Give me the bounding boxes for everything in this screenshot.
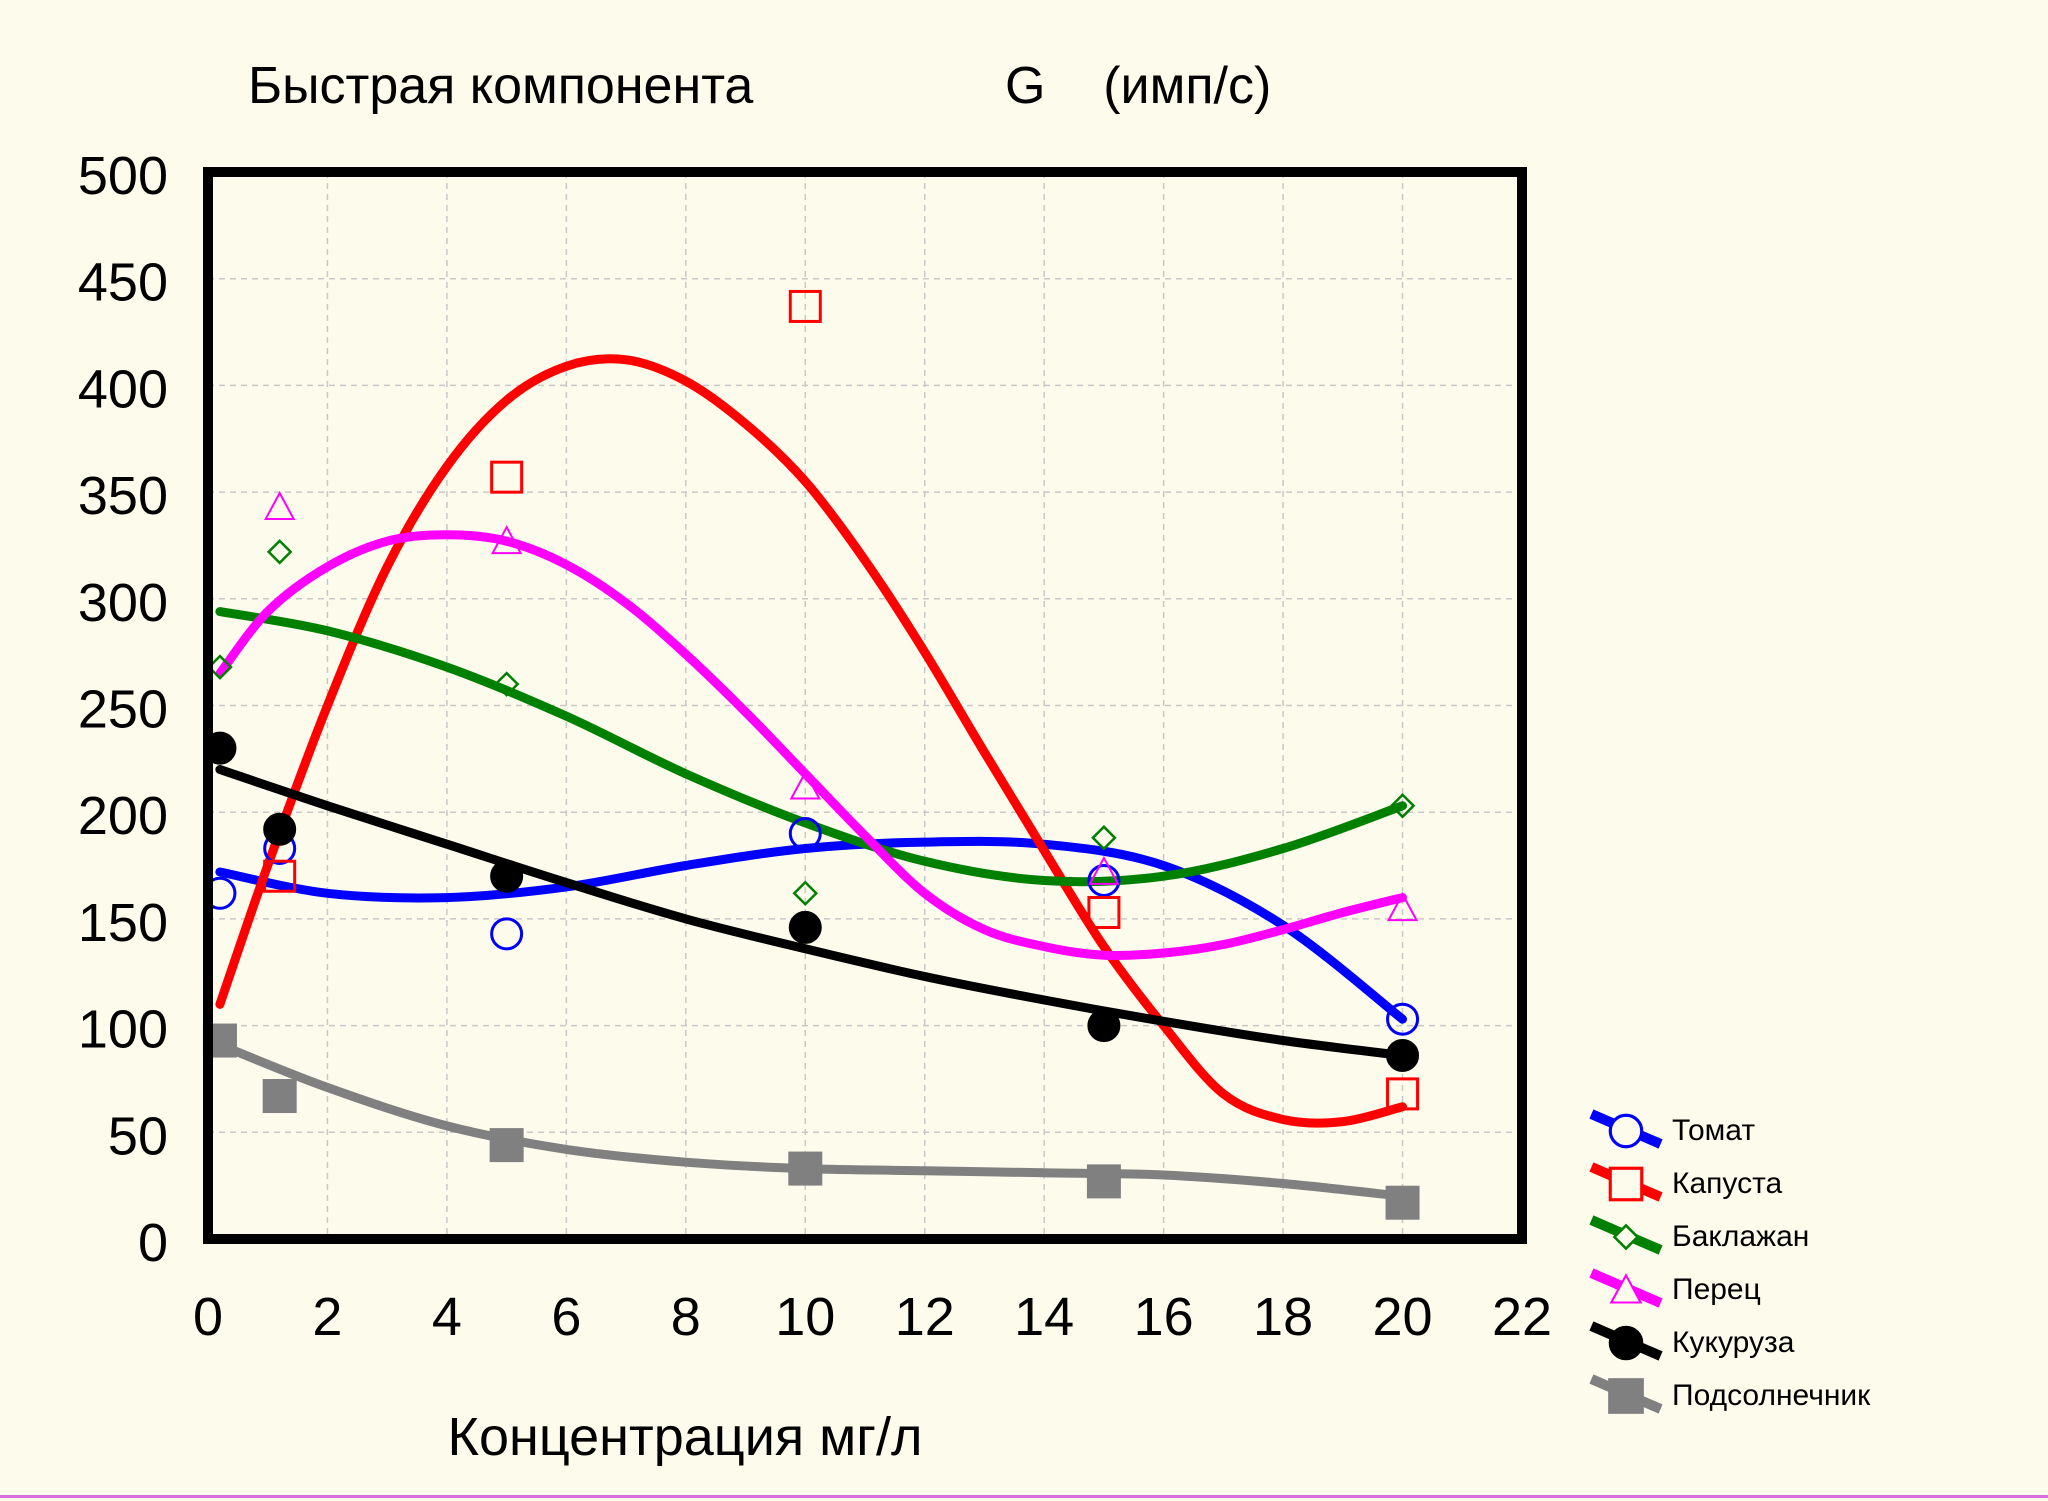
data-point bbox=[263, 812, 297, 846]
plot-frame bbox=[203, 167, 1527, 1244]
data-point bbox=[1087, 895, 1121, 929]
y-tick-label: 400 bbox=[78, 359, 168, 419]
fit-curve-3 bbox=[215, 530, 1407, 961]
fit-curve-4 bbox=[215, 765, 1407, 1060]
data-point bbox=[1091, 825, 1117, 851]
x-axis-label: Концентрация мг/л bbox=[448, 1407, 923, 1467]
data-point bbox=[1385, 1185, 1420, 1220]
y-tick-label: 500 bbox=[78, 146, 168, 206]
x-tick-label: 10 bbox=[775, 1287, 835, 1347]
y-tick-label: 50 bbox=[108, 1106, 168, 1166]
legend-label: Томат bbox=[1672, 1114, 1755, 1147]
x-axis-ticks: 0 2 4 6 8 10 12 14 16 18 20 22 bbox=[193, 1287, 1552, 1347]
legend-label: Подсолнечник bbox=[1672, 1379, 1871, 1412]
legend-marker bbox=[1608, 1325, 1644, 1361]
x-tick-label: 18 bbox=[1253, 1287, 1313, 1347]
data-point bbox=[490, 460, 524, 494]
data-point bbox=[262, 1079, 297, 1114]
legend: Томат Капуста Баклажан Перец Кукуруза Подсолн… bbox=[1589, 1109, 1871, 1414]
bottom-divider bbox=[0, 1495, 2048, 1498]
data-point bbox=[789, 770, 821, 800]
legend-label: Баклажан bbox=[1672, 1220, 1809, 1253]
data-point bbox=[1389, 793, 1416, 819]
data-point bbox=[1386, 892, 1419, 922]
chart-subtitle: G (имп/с) bbox=[1005, 57, 1271, 115]
y-tick-label: 150 bbox=[78, 893, 168, 953]
data-point bbox=[788, 289, 822, 323]
y-tick-label: 250 bbox=[78, 680, 168, 740]
y-axis-ticks: 0 50 100 150 200 250 300 350 400 450 500 bbox=[78, 146, 168, 1273]
legend-marker bbox=[1612, 1223, 1640, 1251]
y-tick-label: 200 bbox=[78, 786, 168, 846]
data-point bbox=[1087, 863, 1121, 897]
data-point bbox=[1386, 1002, 1420, 1036]
legend-label: Кукуруза bbox=[1672, 1326, 1795, 1359]
data-point bbox=[788, 817, 822, 851]
data-point bbox=[490, 859, 524, 893]
fit-curves bbox=[215, 354, 1407, 1201]
legend-label: Капуста bbox=[1672, 1167, 1782, 1200]
data-point bbox=[489, 1128, 524, 1163]
y-tick-label: 100 bbox=[78, 1000, 168, 1060]
plot-grid bbox=[208, 172, 1522, 1239]
legend-marker bbox=[1609, 1273, 1643, 1304]
y-tick-label: 450 bbox=[78, 253, 168, 313]
legend-label: Перец bbox=[1672, 1273, 1761, 1306]
x-tick-label: 20 bbox=[1373, 1287, 1433, 1347]
x-tick-label: 8 bbox=[671, 1287, 701, 1347]
data-point bbox=[1386, 1038, 1420, 1072]
legend-marker bbox=[1608, 1378, 1644, 1414]
fit-curve-1 bbox=[215, 354, 1407, 1128]
data-point bbox=[266, 539, 293, 565]
x-tick-label: 22 bbox=[1492, 1287, 1552, 1347]
x-tick-label: 6 bbox=[551, 1287, 581, 1347]
x-tick-label: 14 bbox=[1014, 1287, 1074, 1347]
data-point bbox=[490, 525, 523, 555]
x-tick-label: 16 bbox=[1134, 1287, 1194, 1347]
x-tick-label: 12 bbox=[895, 1287, 955, 1347]
data-point bbox=[263, 490, 296, 520]
data-point bbox=[263, 859, 297, 893]
y-tick-label: 0 bbox=[138, 1213, 168, 1273]
data-point bbox=[493, 671, 520, 697]
chart-title: Быстрая компонента bbox=[248, 57, 753, 115]
legend-marker bbox=[1608, 1166, 1644, 1202]
data-point bbox=[788, 910, 822, 944]
x-tick-label: 0 bbox=[193, 1287, 223, 1347]
data-point bbox=[788, 1151, 823, 1186]
x-tick-label: 2 bbox=[312, 1287, 342, 1347]
data-points bbox=[202, 289, 1420, 1220]
y-tick-label: 300 bbox=[78, 573, 168, 633]
x-tick-label: 4 bbox=[432, 1287, 462, 1347]
fit-curve-2 bbox=[215, 607, 1407, 887]
data-point bbox=[1086, 1164, 1121, 1199]
data-point bbox=[1087, 1009, 1121, 1043]
data-point bbox=[1386, 1077, 1420, 1111]
y-tick-label: 350 bbox=[78, 466, 168, 526]
data-point bbox=[792, 880, 819, 907]
legend-marker bbox=[1608, 1113, 1644, 1149]
data-point bbox=[1088, 855, 1120, 885]
data-point bbox=[490, 917, 524, 951]
